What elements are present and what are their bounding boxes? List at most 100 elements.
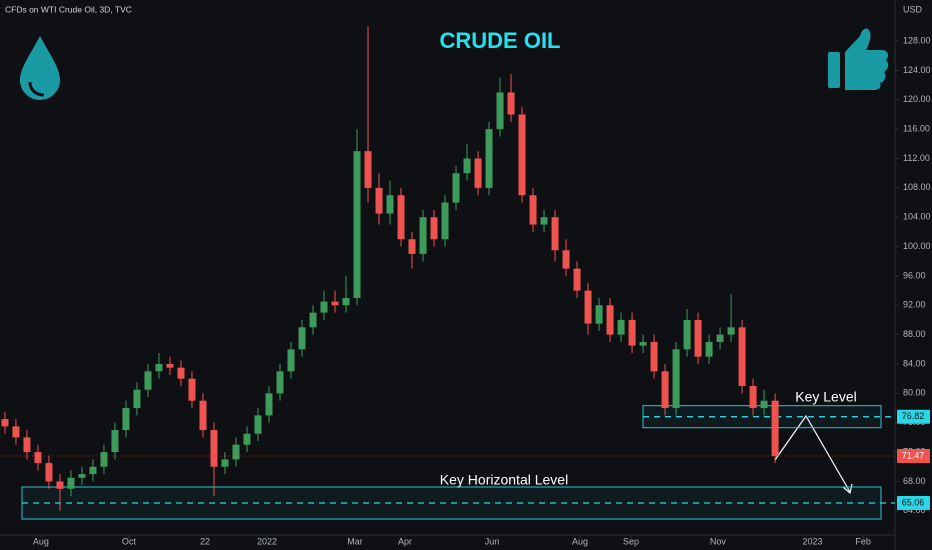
y-tick-label: 80.00 — [903, 388, 926, 398]
y-tick-label: 68.00 — [903, 476, 926, 486]
candle-body — [595, 305, 603, 324]
candle-body — [749, 386, 757, 409]
key-level-label: Key Horizontal Level — [440, 472, 568, 488]
y-tick-label: 64.00 — [903, 505, 926, 515]
candle-body — [474, 158, 482, 188]
candle-body — [12, 426, 20, 438]
x-tick-label: 2022 — [257, 536, 277, 546]
candle-body — [386, 195, 394, 214]
x-tick-label: Mar — [347, 536, 363, 546]
candle-body — [562, 250, 570, 269]
candle-body — [441, 202, 449, 240]
x-tick-label: Oct — [122, 536, 137, 546]
candle-body — [67, 477, 75, 489]
candle-body — [650, 341, 658, 372]
symbol-header: CFDs on WTI Crude Oil, 3D, TVC — [5, 4, 132, 14]
candle-body — [452, 173, 460, 203]
y-tick-label: 124.00 — [903, 65, 931, 75]
candle-body — [551, 217, 559, 251]
candle-body — [199, 400, 207, 431]
candle-body — [639, 341, 647, 346]
candle-body — [694, 319, 702, 357]
candle-body — [56, 481, 64, 489]
candle-body — [210, 430, 218, 467]
x-tick-label: Feb — [855, 536, 871, 546]
last-price: 71.47 — [902, 450, 925, 460]
candle-body — [34, 452, 42, 464]
candle-body — [287, 349, 295, 372]
y-tick-label: 100.00 — [903, 241, 931, 251]
candle-body — [485, 129, 493, 188]
x-tick-label: Aug — [572, 536, 588, 546]
x-tick-label: 2023 — [802, 536, 822, 546]
y-tick-label: 84.00 — [903, 358, 926, 368]
x-tick-label: Sep — [623, 536, 639, 546]
y-tick-label: 92.00 — [903, 300, 926, 310]
candle-body — [133, 389, 141, 409]
candle-body — [320, 301, 328, 313]
y-tick-label: 104.00 — [903, 212, 931, 222]
candle-body — [760, 400, 768, 409]
y-tick-label: 116.00 — [903, 124, 930, 134]
currency-label: USD — [903, 4, 923, 14]
x-tick-label: Nov — [710, 536, 727, 546]
candle-body — [45, 463, 53, 482]
x-tick-label: Aug — [33, 536, 49, 546]
candle-body — [518, 114, 526, 196]
candle-body — [353, 151, 361, 298]
candle-body — [309, 312, 317, 328]
candle-body — [342, 297, 350, 306]
candle-body — [166, 364, 174, 368]
y-tick-label: 88.00 — [903, 329, 926, 339]
candle-body — [606, 305, 614, 335]
candle-body — [188, 378, 196, 401]
x-tick-label: Apr — [398, 536, 412, 546]
key-level-price: 65.06 — [902, 497, 925, 507]
y-tick-label: 128.00 — [903, 35, 931, 45]
candle-body — [430, 217, 438, 240]
candle-body — [529, 195, 537, 225]
candle-body — [397, 195, 405, 240]
last-price-tag — [897, 448, 930, 463]
candle-body — [1, 419, 9, 427]
candle-body — [661, 371, 669, 409]
candle-body — [298, 327, 306, 350]
candle-body — [463, 158, 471, 174]
y-tick-label: 108.00 — [903, 182, 931, 192]
candle-body — [221, 459, 229, 467]
candle-body — [265, 393, 273, 416]
x-tick-label: Jun — [485, 536, 500, 546]
candle-body — [716, 334, 724, 342]
candle-body — [496, 92, 504, 130]
candle-body — [584, 290, 592, 324]
candle-body — [155, 364, 163, 372]
thumbs-up-icon — [828, 28, 889, 90]
candle-body — [89, 466, 97, 475]
candle-body — [540, 217, 548, 225]
candle-body — [23, 437, 31, 453]
candle-body — [276, 371, 284, 394]
y-tick-label: 120.00 — [903, 94, 931, 104]
candle-body — [144, 371, 152, 390]
candle-body — [573, 268, 581, 291]
candle-body — [617, 319, 625, 335]
candle-body — [771, 400, 779, 456]
candle-body — [78, 474, 86, 478]
candle-body — [408, 239, 416, 254]
candle-body — [232, 444, 240, 460]
candle-body — [727, 327, 735, 335]
candle-body — [683, 319, 691, 350]
candle-body — [254, 415, 262, 434]
candle-body — [628, 319, 636, 346]
candle-body — [243, 433, 251, 445]
y-tick-label: 96.00 — [903, 270, 926, 280]
key-level-price-tag — [897, 496, 930, 511]
candle-body — [375, 187, 383, 214]
candle-body — [177, 367, 185, 379]
candle-body — [507, 92, 515, 115]
y-tick-label: 112.00 — [903, 153, 930, 163]
candle-body — [672, 349, 680, 409]
key-level-label: Key Level — [795, 388, 856, 404]
